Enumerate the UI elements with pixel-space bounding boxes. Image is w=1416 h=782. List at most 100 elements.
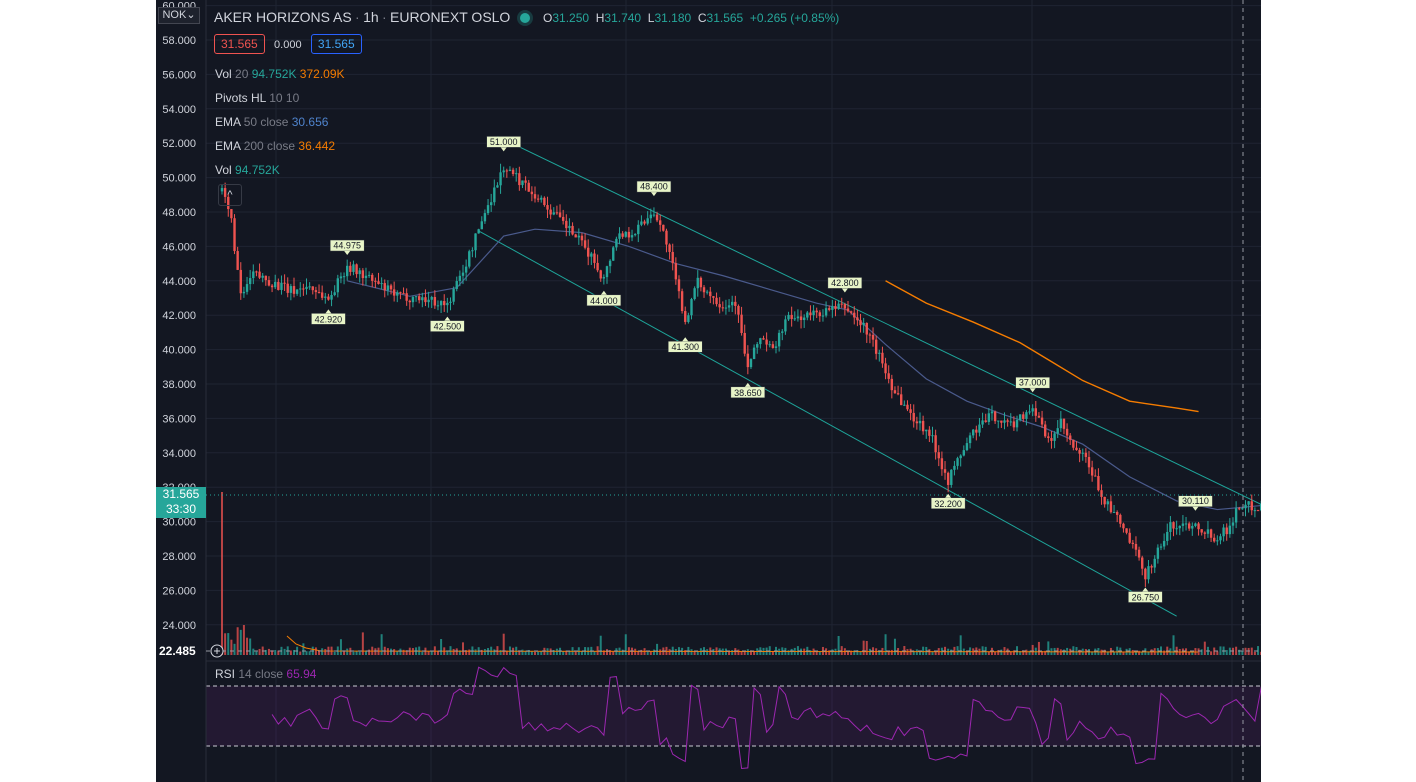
candle-body: [1244, 504, 1247, 509]
indicator-name: EMA: [215, 115, 241, 129]
volume-bar: [1003, 647, 1006, 655]
market-status-icon[interactable]: [519, 13, 530, 23]
price-tick-label: 28.000: [162, 551, 196, 563]
candle-body: [330, 295, 333, 300]
volume-bar: [922, 646, 925, 655]
candle-body: [333, 292, 336, 296]
candle-body: [997, 420, 1000, 422]
volume-bar: [997, 650, 1000, 655]
candle-body: [1031, 408, 1034, 412]
candle-body: [774, 346, 778, 348]
candle-body: [843, 304, 847, 309]
candle-body: [978, 424, 981, 433]
volume-bar: [1091, 651, 1094, 655]
candle-body: [308, 286, 311, 288]
volume-bar: [565, 650, 568, 655]
candle-body: [1109, 501, 1113, 513]
volume-bar: [599, 635, 602, 655]
candle-body: [1178, 525, 1181, 529]
indicator-params: 14 close: [238, 667, 284, 681]
volume-bar: [221, 492, 223, 655]
candle-body: [280, 282, 283, 290]
candle-body: [252, 271, 255, 279]
volume-bar: [1047, 641, 1050, 655]
candle-body: [918, 420, 922, 424]
pivot-label-text: 41.300: [671, 342, 699, 352]
candle-body: [784, 319, 787, 332]
candle-body: [893, 390, 897, 394]
candle-body: [455, 281, 458, 289]
volume-bar: [574, 651, 577, 655]
candle-body: [508, 169, 512, 171]
candle-body: [374, 280, 377, 282]
volume-bar: [1000, 649, 1003, 655]
candle-body: [1153, 558, 1156, 568]
volume-bar: [324, 649, 327, 655]
candle-body: [1072, 439, 1075, 448]
volume-bar: [1134, 651, 1137, 655]
currency-selector[interactable]: NOK⌄: [158, 7, 200, 24]
candle-body: [349, 265, 352, 272]
candle-body: [1103, 496, 1106, 505]
candle-body: [968, 435, 972, 444]
volume-bar: [859, 651, 862, 655]
candle-body: [417, 296, 421, 301]
volume-bar: [593, 651, 596, 655]
legend-ema50[interactable]: EMA 50 close 30.656: [215, 115, 328, 129]
candle-body: [1213, 537, 1216, 542]
candle-body: [546, 205, 549, 210]
volume-bar: [809, 650, 812, 655]
candle-body: [674, 263, 678, 280]
legend-vol20[interactable]: Vol 20 94.752K 372.09K: [215, 67, 345, 81]
buy-button[interactable]: 31.565: [310, 34, 362, 54]
legend-vol[interactable]: Vol 94.752K: [215, 163, 280, 177]
volume-bar: [455, 648, 458, 655]
candle-body: [1028, 411, 1031, 413]
volume-bar: [674, 649, 677, 655]
legend-ema200[interactable]: EMA 200 close 36.442: [215, 139, 335, 153]
candle-body: [267, 280, 271, 286]
candle-body: [796, 316, 800, 319]
candle-body: [311, 286, 314, 291]
volume-bar: [1012, 650, 1015, 655]
candle-body: [527, 182, 530, 192]
candle-body: [561, 216, 565, 221]
volume-bar: [358, 651, 361, 655]
volume-bar: [1241, 650, 1244, 655]
interval[interactable]: 1h: [363, 9, 379, 25]
collapse-legend-button[interactable]: ^: [218, 184, 242, 206]
candle-body: [721, 307, 724, 309]
candle-body: [621, 233, 624, 237]
pivot-label-text: 32.200: [934, 499, 962, 509]
candle-body: [696, 277, 699, 289]
candle-body: [925, 429, 928, 432]
candle-body: [1069, 435, 1072, 440]
candle-body: [227, 196, 230, 210]
volume-bar: [552, 650, 555, 655]
candle-body: [1062, 418, 1066, 429]
candle-body: [320, 292, 324, 298]
chart-frame[interactable]: 51.000 44.975 48.400 42.800 37.000 30.110 42.9…: [156, 0, 1261, 782]
candle-body: [702, 287, 706, 293]
volume-bar: [277, 650, 280, 655]
chart-canvas[interactable]: 51.000 44.975 48.400 42.800 37.000 30.110 42.9…: [156, 0, 1261, 782]
sell-button[interactable]: 31.565: [214, 34, 265, 54]
symbol-name[interactable]: AKER HORIZONS AS: [214, 9, 352, 25]
volume-bar: [267, 648, 270, 655]
pivot-label-pointer: [600, 290, 607, 295]
legend-rsi[interactable]: RSI 14 close 65.94: [215, 667, 316, 681]
candle-body: [242, 291, 246, 294]
volume-bar: [1019, 651, 1022, 655]
legend-pivots[interactable]: Pivots HL 10 10: [215, 91, 299, 105]
candle-body: [223, 188, 227, 197]
candle-body: [411, 297, 415, 303]
candle-body: [1131, 542, 1135, 544]
volume-bar: [236, 627, 239, 655]
separator-dot: ·: [355, 9, 360, 25]
volume-bar: [318, 650, 321, 655]
candle-body: [821, 315, 825, 317]
volume-bar: [1044, 650, 1047, 655]
volume-bar: [302, 643, 305, 655]
candle-body: [1238, 508, 1241, 510]
volume-bar: [446, 651, 449, 655]
